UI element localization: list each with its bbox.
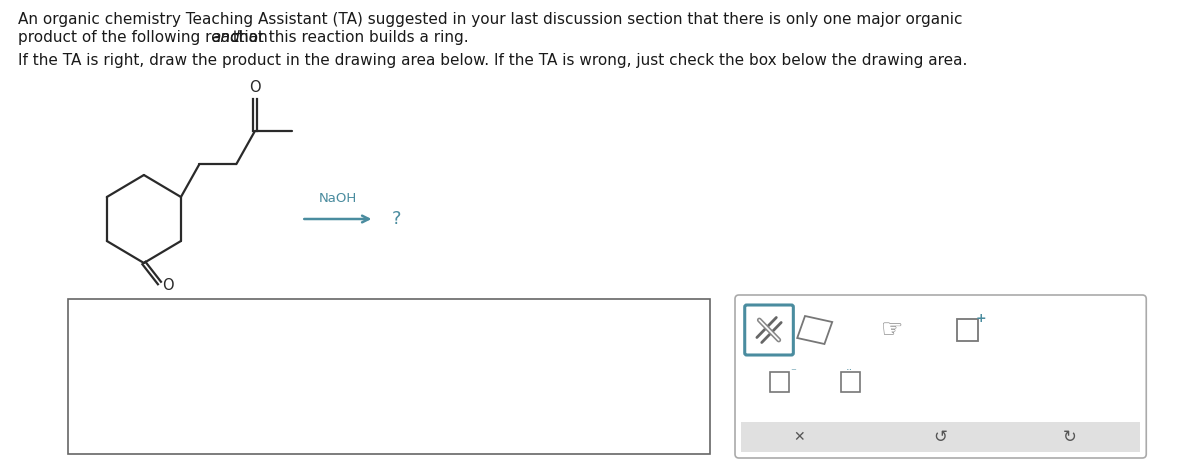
Text: An organic chemistry Teaching Assistant (TA) suggested in your last discussion s: An organic chemistry Teaching Assistant … bbox=[18, 12, 962, 27]
Text: ?: ? bbox=[392, 210, 401, 228]
Text: product of the following reaction: product of the following reaction bbox=[18, 30, 272, 45]
Bar bbox=[956, 319, 978, 341]
Bar bbox=[68, 299, 709, 454]
Bar bbox=[740, 422, 1140, 452]
Text: ↻: ↻ bbox=[1063, 428, 1076, 446]
FancyBboxPatch shape bbox=[745, 305, 793, 355]
Text: ··: ·· bbox=[846, 365, 853, 375]
Bar bbox=[770, 372, 790, 392]
Text: ✕: ✕ bbox=[793, 430, 805, 444]
Text: O: O bbox=[162, 277, 174, 292]
Text: and: and bbox=[211, 30, 240, 45]
FancyBboxPatch shape bbox=[736, 295, 1146, 458]
Text: ⁻: ⁻ bbox=[791, 367, 797, 377]
Text: +: + bbox=[976, 311, 986, 325]
Text: If the TA is right, draw the product in the drawing area below. If the TA is wro: If the TA is right, draw the product in … bbox=[18, 53, 967, 68]
Text: ↺: ↺ bbox=[934, 428, 948, 446]
Bar bbox=[841, 372, 860, 392]
Text: ☞: ☞ bbox=[881, 318, 904, 342]
Text: NaOH: NaOH bbox=[319, 192, 356, 205]
Text: O: O bbox=[250, 80, 260, 95]
Text: that this reaction builds a ring.: that this reaction builds a ring. bbox=[228, 30, 468, 45]
